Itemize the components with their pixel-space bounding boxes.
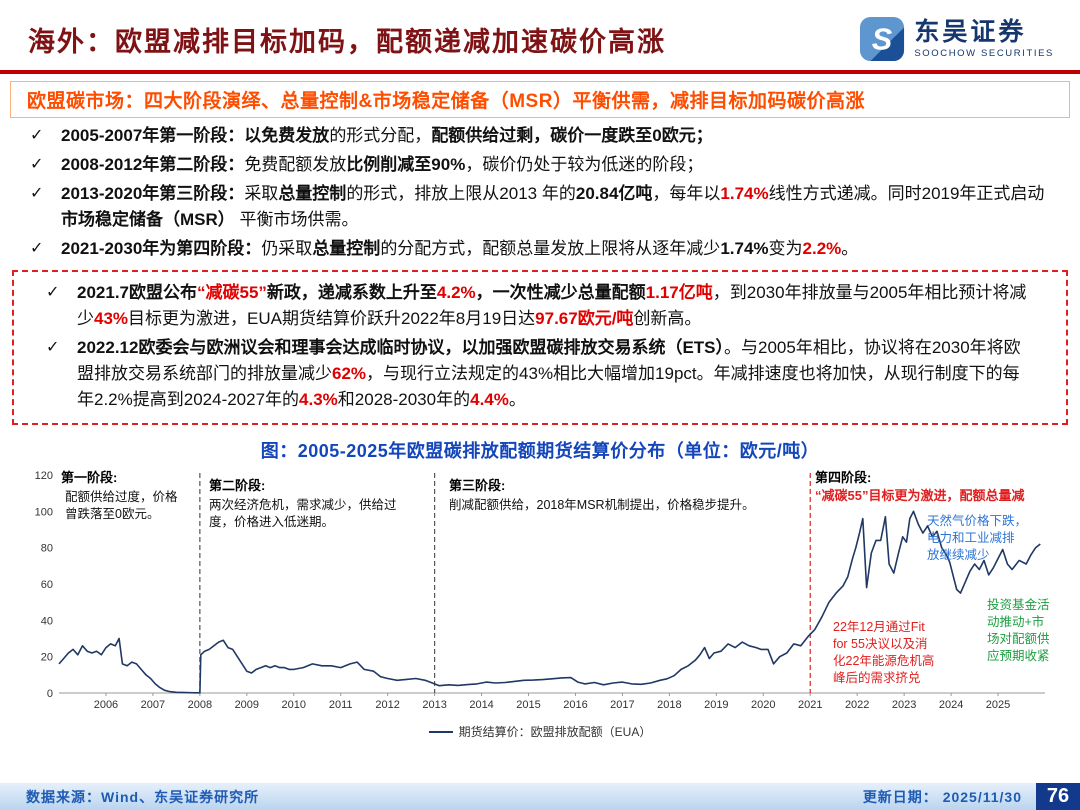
phase4-note: “减碳55”目标更为激进，配额总量减	[815, 488, 1025, 503]
svg-text:2020: 2020	[751, 699, 775, 711]
brand-text: 东吴证券 SOOCHOW SECURITIES	[914, 19, 1054, 59]
phase1-note: 配额供给过度，价格 曾跌落至0欧元。	[65, 490, 178, 521]
phase-bullet-list: ✓ 2005-2007年第一阶段：以免费发放的形式分配，配额供给过剩，碳价一度跌至…	[28, 123, 1056, 262]
svg-text:2013: 2013	[422, 699, 446, 711]
brand-name: 东吴证券	[914, 18, 1027, 47]
price-chart: 0 20 40 60 80 100 120 2006 2007 2008 2009 2010 2011 2…	[25, 469, 1055, 721]
gas-price-note: 天然气价格下跌， 电力和工业减排 放继续减少	[927, 514, 1028, 562]
bullet-text: 2008-2012年第二阶段：免费配额发放比例削减至90%，碳价仍处于较为低迷的…	[61, 155, 704, 174]
svg-text:100: 100	[35, 506, 53, 518]
check-icon: ✓	[30, 185, 44, 202]
phase3-note: 削减配额供给，2018年MSR机制提出，价格稳步提升。	[449, 498, 755, 512]
svg-text:2016: 2016	[563, 699, 587, 711]
svg-text:2008: 2008	[188, 699, 212, 711]
legend-label: 期货结算价：欧盟排放配额（EUA）	[458, 725, 652, 739]
header: 海外：欧盟减排目标加码，配额递减加速碳价高涨 S 东吴证券 SOOCHOW SE…	[0, 0, 1080, 70]
svg-text:2006: 2006	[94, 699, 118, 711]
bullet-phase-3: ✓ 2013-2020年第三阶段：采取总量控制的形式，排放上限从2013 年的20…	[28, 181, 1056, 233]
phase2-label: 第二阶段:	[209, 478, 266, 493]
svg-text:2024: 2024	[939, 699, 963, 711]
svg-text:2014: 2014	[469, 699, 493, 711]
check-icon: ✓	[30, 156, 44, 173]
highlight-bullet-list: ✓ 2021.7欧盟公布“减碳55”新政，递减系数上升至4.2%，一次性减少总量配…	[44, 280, 1032, 413]
svg-text:80: 80	[41, 543, 53, 555]
check-icon: ✓	[46, 339, 60, 356]
header-divider	[0, 70, 1080, 74]
bullet-phase-4: ✓ 2021-2030年为第四阶段：仍采取总量控制的分配方式，配额总量发放上限将从…	[28, 236, 1056, 262]
svg-text:S: S	[872, 23, 893, 57]
update-date: 更新日期： 2025/11/30	[862, 788, 1022, 805]
bullet-phase-1: ✓ 2005-2007年第一阶段：以免费发放的形式分配，配额供给过剩，碳价一度跌至…	[28, 123, 1056, 149]
chart-title: 图：2005-2025年欧盟碳排放配额期货结算价分布（单位：欧元/吨）	[260, 441, 820, 461]
check-icon: ✓	[46, 284, 60, 301]
investment-fund-note: 投资基金活 动推动+市 场对配额供 应预期收紧	[987, 598, 1050, 663]
page-number: 76	[1036, 783, 1080, 810]
price-chart-svg: 0 20 40 60 80 100 120 2006 2007 2008 2009 2010 2011 2…	[35, 470, 1045, 711]
bullet-text: 2005-2007年第一阶段：以免费发放的形式分配，配额供给过剩，碳价一度跌至0…	[61, 126, 713, 145]
svg-text:20: 20	[41, 652, 53, 664]
bullet-phase-2: ✓ 2008-2012年第二阶段：免费配额发放比例削减至90%，碳价仍处于较为低迷…	[28, 152, 1056, 178]
svg-text:2025: 2025	[986, 699, 1010, 711]
check-icon: ✓	[30, 127, 44, 144]
soochow-logo-icon: S	[860, 16, 905, 62]
bullet-ets-agreement: ✓ 2022.12欧委会与欧洲议会和理事会达成临时协议，以加强欧盟碳排放交易系统（…	[44, 335, 1032, 413]
footer-bar: 数据来源：Wind、东吴证券研究所 更新日期： 2025/11/30 76	[0, 783, 1080, 810]
svg-text:60: 60	[41, 579, 53, 591]
highlight-box: ✓ 2021.7欧盟公布“减碳55”新政，递减系数上升至4.2%，一次性减少总量配…	[12, 270, 1068, 425]
phase3-label: 第三阶段:	[449, 478, 506, 493]
svg-text:0: 0	[47, 688, 53, 700]
page-title: 海外：欧盟减排目标加码，配额递减加速碳价高涨	[28, 26, 666, 57]
svg-text:2019: 2019	[704, 699, 728, 711]
check-icon: ✓	[30, 240, 44, 257]
bullet-text: 2022.12欧委会与欧洲议会和理事会达成临时协议，以加强欧盟碳排放交易系统（E…	[77, 338, 1021, 409]
svg-text:2010: 2010	[282, 699, 306, 711]
brand-subname: SOOCHOW SECURITIES	[914, 47, 1054, 59]
legend-line-swatch	[428, 730, 453, 733]
fit-for-55-note: 22年12月通过Fit for 55决议以及消 化22年能源危机高 峰后的需求挤…	[833, 620, 935, 685]
svg-text:2022: 2022	[845, 699, 869, 711]
bullet-text: 2021-2030年为第四阶段：仍采取总量控制的分配方式，配额总量发放上限将从逐…	[61, 239, 859, 258]
svg-text:120: 120	[35, 470, 53, 482]
svg-text:40: 40	[41, 615, 53, 627]
phase2-note: 两次经济危机，需求减少，供给过 度，价格进入低迷期。	[209, 498, 397, 529]
phase4-label: 第四阶段:	[815, 470, 872, 485]
svg-text:2011: 2011	[329, 699, 353, 711]
svg-text:2009: 2009	[235, 699, 259, 711]
svg-text:2021: 2021	[798, 699, 822, 711]
brand-logo: S 东吴证券 SOOCHOW SECURITIES	[859, 16, 1054, 62]
svg-text:2017: 2017	[610, 699, 634, 711]
svg-text:2015: 2015	[516, 699, 540, 711]
svg-text:2007: 2007	[141, 699, 165, 711]
svg-text:2018: 2018	[657, 699, 681, 711]
data-source: 数据来源：Wind、东吴证券研究所	[26, 788, 260, 805]
bullet-text: 2021.7欧盟公布“减碳55”新政，递减系数上升至4.2%，一次性减少总量配额…	[77, 283, 1027, 328]
svg-text:2023: 2023	[892, 699, 916, 711]
bullet-fit-for-55: ✓ 2021.7欧盟公布“减碳55”新政，递减系数上升至4.2%，一次性减少总量配…	[44, 280, 1032, 332]
section-headline: 欧盟碳市场：四大阶段演绎、总量控制&市场稳定储备（MSR）平衡供需，减排目标加码…	[10, 81, 1070, 118]
phase1-label: 第一阶段:	[61, 470, 118, 485]
chart-legend: 期货结算价：欧盟排放配额（EUA）	[0, 723, 1080, 740]
bullet-text: 2013-2020年第三阶段：采取总量控制的形式，排放上限从2013 年的20.…	[61, 184, 1045, 229]
svg-text:2012: 2012	[375, 699, 399, 711]
